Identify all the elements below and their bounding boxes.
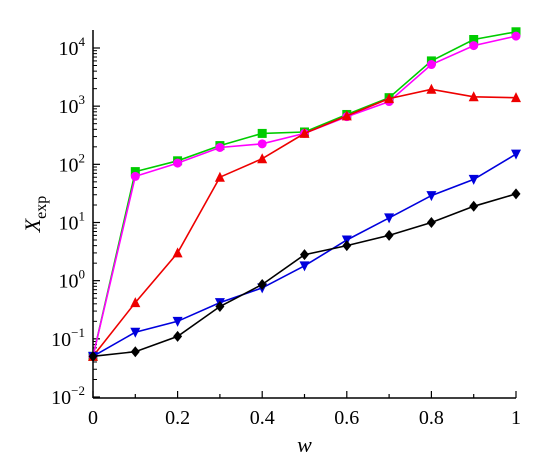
y-tick-label: 102	[59, 150, 86, 176]
data-point-triangle-up	[426, 83, 437, 94]
data-point-triangle-down	[384, 213, 395, 224]
data-point-triangle-up	[299, 127, 310, 138]
y-tick-label: 103	[59, 92, 86, 118]
data-point-triangle-up	[468, 91, 479, 102]
axes	[92, 30, 517, 399]
data-point-triangle-down	[511, 149, 521, 160]
x-tick-label: 0.6	[334, 407, 359, 429]
data-point-diamond	[215, 300, 225, 312]
series-diamond	[88, 188, 521, 362]
data-point-triangle-up	[511, 92, 521, 103]
data-point-diamond	[130, 346, 140, 358]
data-point-triangle-down	[172, 316, 183, 327]
data-point-triangle-up	[384, 93, 395, 104]
data-point-square	[257, 128, 267, 138]
data-point-circle	[469, 41, 479, 51]
series-triangle-up	[88, 83, 521, 361]
x-axis-label: w	[297, 432, 312, 457]
data-point-triangle-down	[299, 261, 310, 272]
data-point-triangle-up	[214, 171, 225, 182]
data-point-circle	[215, 142, 225, 152]
data-point-triangle-down	[130, 327, 141, 338]
x-tick-label: 1	[511, 407, 521, 429]
y-tick-label: 104	[59, 34, 86, 60]
x-tick-label: 0.8	[419, 407, 444, 429]
data-point-circle	[130, 171, 140, 181]
series-square	[88, 27, 521, 361]
data-point-diamond	[511, 188, 521, 200]
series-circle	[88, 31, 521, 361]
x-tick-label: 0	[88, 407, 98, 429]
data-point-diamond	[384, 229, 394, 241]
y-tick-label: 100	[59, 267, 86, 293]
data-point-triangle-up	[172, 247, 183, 258]
x-tick-label: 0.2	[165, 407, 190, 429]
data-point-diamond	[342, 240, 352, 252]
data-point-circle	[511, 31, 521, 41]
y-tick-label: 10−2	[51, 383, 85, 409]
data-point-diamond	[257, 278, 267, 290]
y-tick-label: 10−1	[51, 325, 85, 351]
data-point-diamond	[88, 350, 98, 362]
data-point-diamond	[426, 217, 436, 228]
data-point-triangle-up	[341, 110, 352, 121]
series-line	[92, 31, 517, 357]
data-point-triangle-up	[257, 153, 268, 164]
data-point-circle	[426, 60, 436, 70]
series-layer	[88, 27, 521, 362]
data-point-triangle-down	[426, 191, 437, 202]
data-point-triangle-down	[468, 174, 479, 185]
x-tick-label: 0.4	[250, 407, 275, 429]
data-point-diamond	[469, 200, 479, 212]
data-point-triangle-up	[130, 297, 141, 308]
y-axis-label: Xexp	[20, 196, 50, 234]
data-point-circle	[173, 158, 183, 168]
data-point-circle	[257, 139, 267, 149]
data-point-diamond	[300, 249, 309, 261]
data-point-square	[130, 167, 140, 177]
series-line	[92, 35, 517, 357]
labels-layer: 0 0.2 0.4 0.6 0.8 1 10−2 10−1 100 101 102 103 104 w Xe…	[20, 34, 521, 457]
series-line	[92, 193, 517, 358]
data-point-diamond	[173, 330, 183, 342]
data-point-square	[469, 35, 479, 45]
y-tick-label: 101	[59, 209, 86, 235]
